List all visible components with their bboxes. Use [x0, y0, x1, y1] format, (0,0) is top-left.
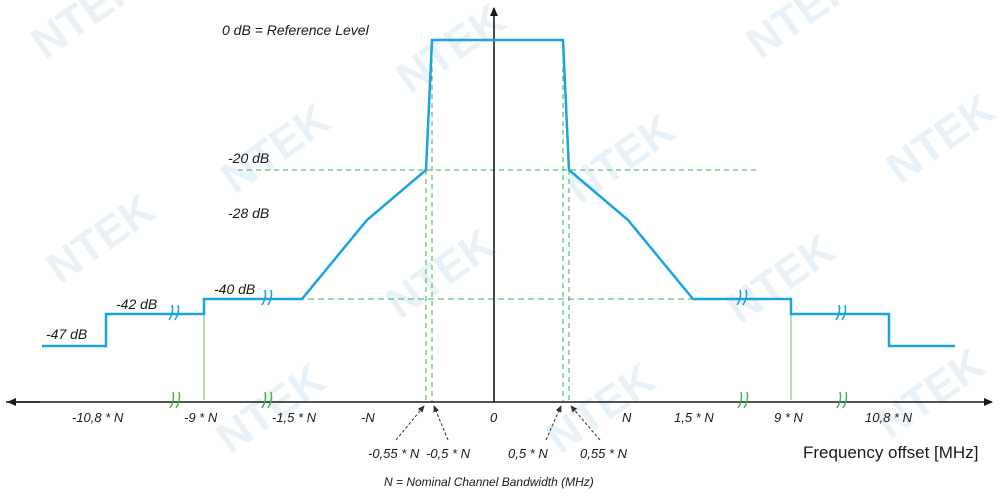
x-tick-pos-1-5: 1,5 * N [674, 410, 714, 425]
x-axis-title: Frequency offset [MHz] [803, 443, 978, 462]
pointer-arrows [395, 405, 601, 441]
watermark: NTEK [38, 184, 164, 293]
watermark: NTEK [558, 104, 684, 213]
watermark: NTEK [23, 0, 149, 68]
axis-break-icon [169, 391, 181, 409]
pointer-arrow [395, 405, 425, 441]
x-tick-neg-n: -N [361, 410, 375, 425]
pointer-arrow [433, 405, 449, 441]
x-tick-pos-0-55: 0,55 * N [580, 446, 628, 461]
watermark: NTEK [388, 0, 514, 103]
reference-level-label: 0 dB = Reference Level [222, 22, 370, 38]
db-label-minus-20: -20 dB [228, 150, 269, 166]
axis-break-icon [836, 391, 848, 409]
spectrum-mask-line [42, 38, 955, 348]
watermark: NTEK [378, 219, 504, 328]
axis-break-icon [737, 391, 749, 409]
watermark-layer: NTEK NTEK NTEK NTEK NTEK NTEK NTEK NTEK … [23, 0, 1003, 463]
pointer-arrow [570, 405, 601, 441]
x-tick-neg-9: -9 * N [184, 410, 218, 425]
break-mark-icon [168, 304, 180, 321]
x-tick-neg-0-5: -0,5 * N [426, 446, 471, 461]
x-tick-neg-1-5: -1,5 * N [272, 410, 317, 425]
axis-break-markers [169, 391, 848, 409]
watermark: NTEK [738, 0, 864, 68]
axis-break-icon [261, 391, 273, 409]
watermark: NTEK [213, 94, 339, 203]
x-tick-pos-10-8: 10,8 * N [865, 410, 913, 425]
break-mark-icon [261, 289, 273, 306]
db-label-minus-47: -47 dB [46, 326, 87, 342]
watermark: NTEK [878, 84, 1003, 193]
mask-break-markers [168, 289, 847, 321]
x-tick-labels: -10,8 * N -9 * N -1,5 * N -N 0 N 1,5 * N… [72, 410, 913, 461]
db-label-minus-28: -28 dB [228, 205, 269, 221]
watermark: NTEK [868, 339, 994, 448]
db-label-minus-40: -40 dB [214, 281, 255, 297]
x-tick-pos-0-5: 0,5 * N [508, 446, 548, 461]
watermark: NTEK [718, 224, 844, 333]
x-tick-neg-0-55: -0,55 * N [368, 446, 420, 461]
x-tick-pos-n: N [622, 410, 632, 425]
x-tick-neg-10-8: -10,8 * N [72, 410, 124, 425]
pointer-arrow [545, 405, 562, 441]
guide-lines [203, 40, 792, 402]
watermark: NTEK [208, 354, 334, 463]
x-tick-zero: 0 [490, 410, 498, 425]
x-tick-pos-9: 9 * N [774, 410, 804, 425]
break-mark-icon [835, 304, 847, 321]
break-mark-icon [736, 289, 748, 306]
footnote: N = Nominal Channel Bandwidth (MHz) [384, 475, 594, 489]
db-label-minus-42: -42 dB [116, 296, 157, 312]
axes [6, 7, 993, 406]
db-labels: 0 dB = Reference Level -20 dB -28 dB -40… [46, 22, 370, 342]
